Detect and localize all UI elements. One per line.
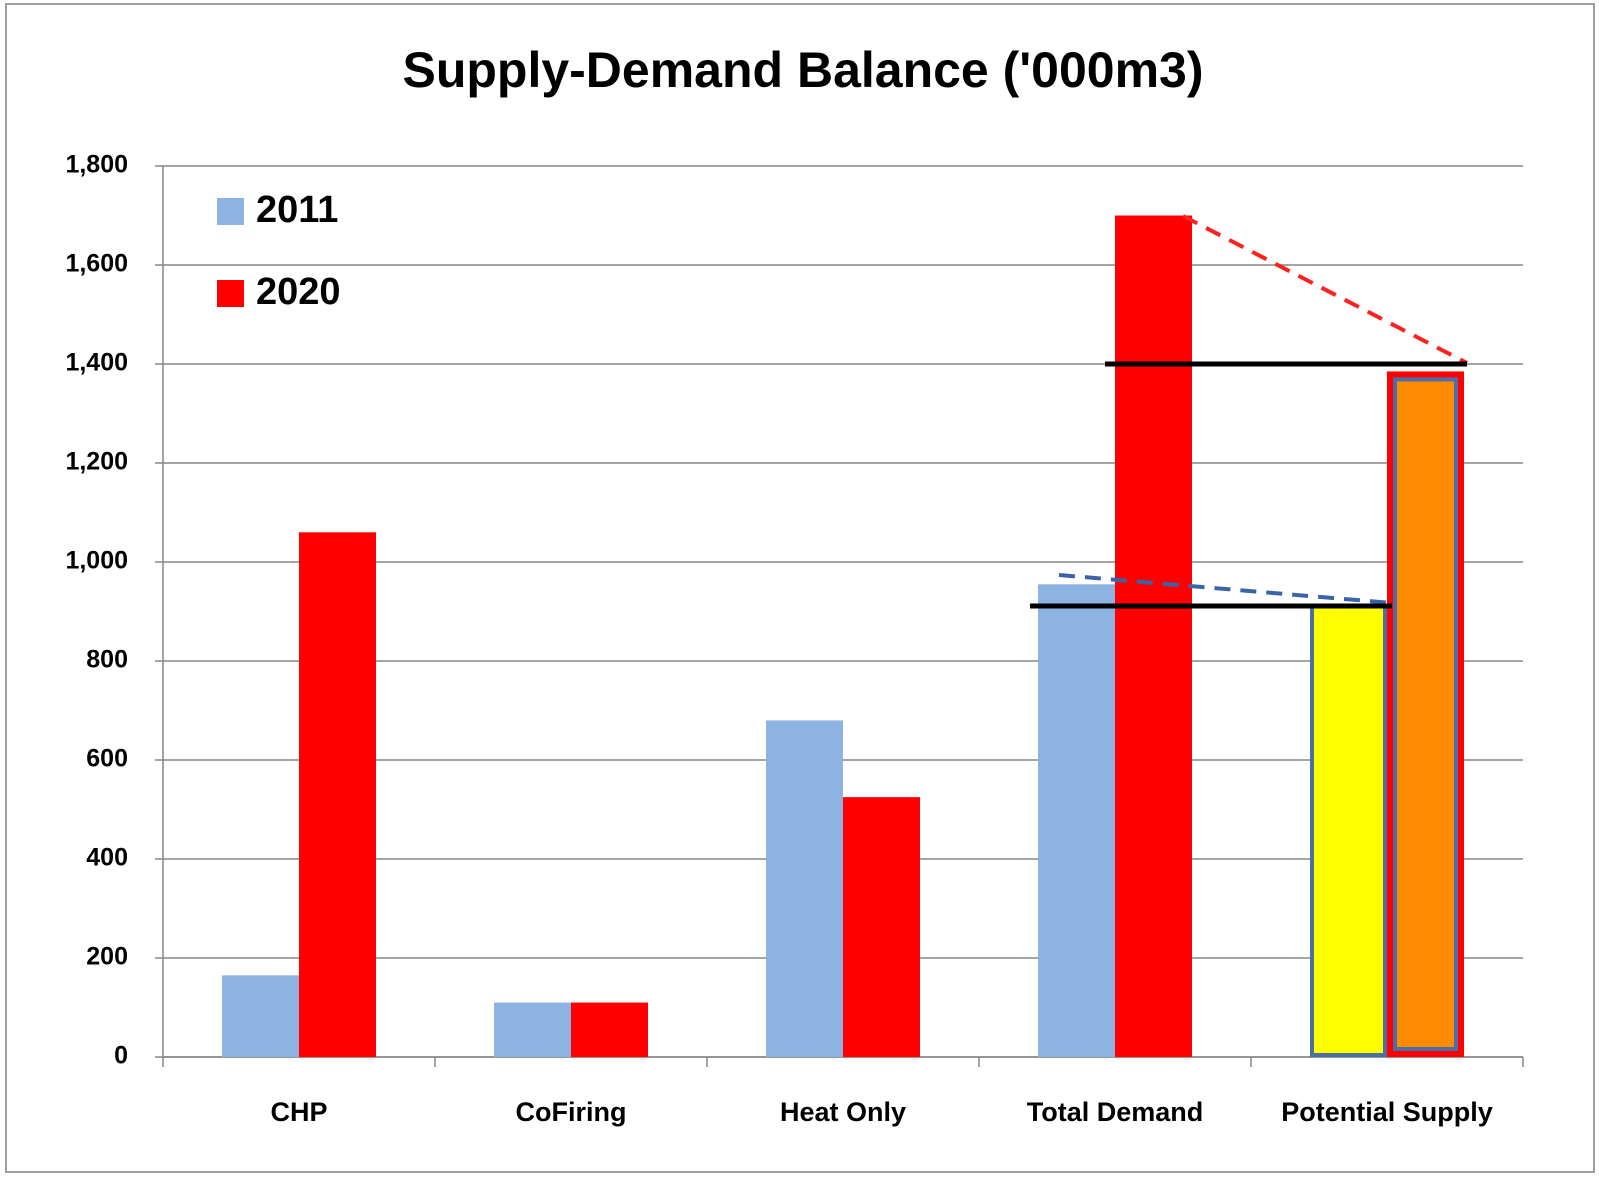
legend-swatch xyxy=(217,198,244,225)
y-tick-label: 1,400 xyxy=(65,349,128,377)
y-tick-label: 0 xyxy=(114,1042,128,1070)
x-tick-label: CoFiring xyxy=(516,1097,627,1127)
y-tick-label: 1,600 xyxy=(65,250,128,278)
y-tick-label: 600 xyxy=(86,745,128,773)
legend-label: 2020 xyxy=(256,271,341,313)
bar xyxy=(766,720,843,1057)
y-tick-label: 1,800 xyxy=(65,151,128,179)
x-tick-label: Heat Only xyxy=(780,1097,906,1127)
y-tick-label: 400 xyxy=(86,844,128,872)
bar xyxy=(1393,377,1458,1051)
bar xyxy=(1310,604,1387,1057)
y-tick-label: 800 xyxy=(86,646,128,674)
x-tick-label: Potential Supply xyxy=(1281,1097,1493,1127)
legend-swatch xyxy=(217,280,244,307)
chart-title: Supply-Demand Balance ('000m3) xyxy=(402,42,1203,98)
bar xyxy=(222,975,299,1057)
bar xyxy=(843,797,920,1057)
bar xyxy=(1115,215,1192,1057)
legend-label: 2011 xyxy=(256,189,338,231)
plot: 0 200 400 600 800 1,000 1,200 1,400 1,600 1,800 CH… xyxy=(65,151,1524,1127)
x-tick-label: CHP xyxy=(270,1097,327,1127)
x-tick-label: Total Demand xyxy=(1027,1097,1204,1127)
bar xyxy=(571,1002,648,1057)
blue-dashed-line xyxy=(1058,573,1393,605)
annotations xyxy=(1030,214,1468,609)
y-tick-label: 200 xyxy=(86,943,128,971)
bar xyxy=(494,1002,571,1057)
y-tick-label: 1,000 xyxy=(65,547,128,575)
y-tick-label: 1,200 xyxy=(65,448,128,476)
red-dashed-line xyxy=(1182,214,1468,365)
bar xyxy=(299,532,376,1057)
bar xyxy=(1038,584,1115,1057)
